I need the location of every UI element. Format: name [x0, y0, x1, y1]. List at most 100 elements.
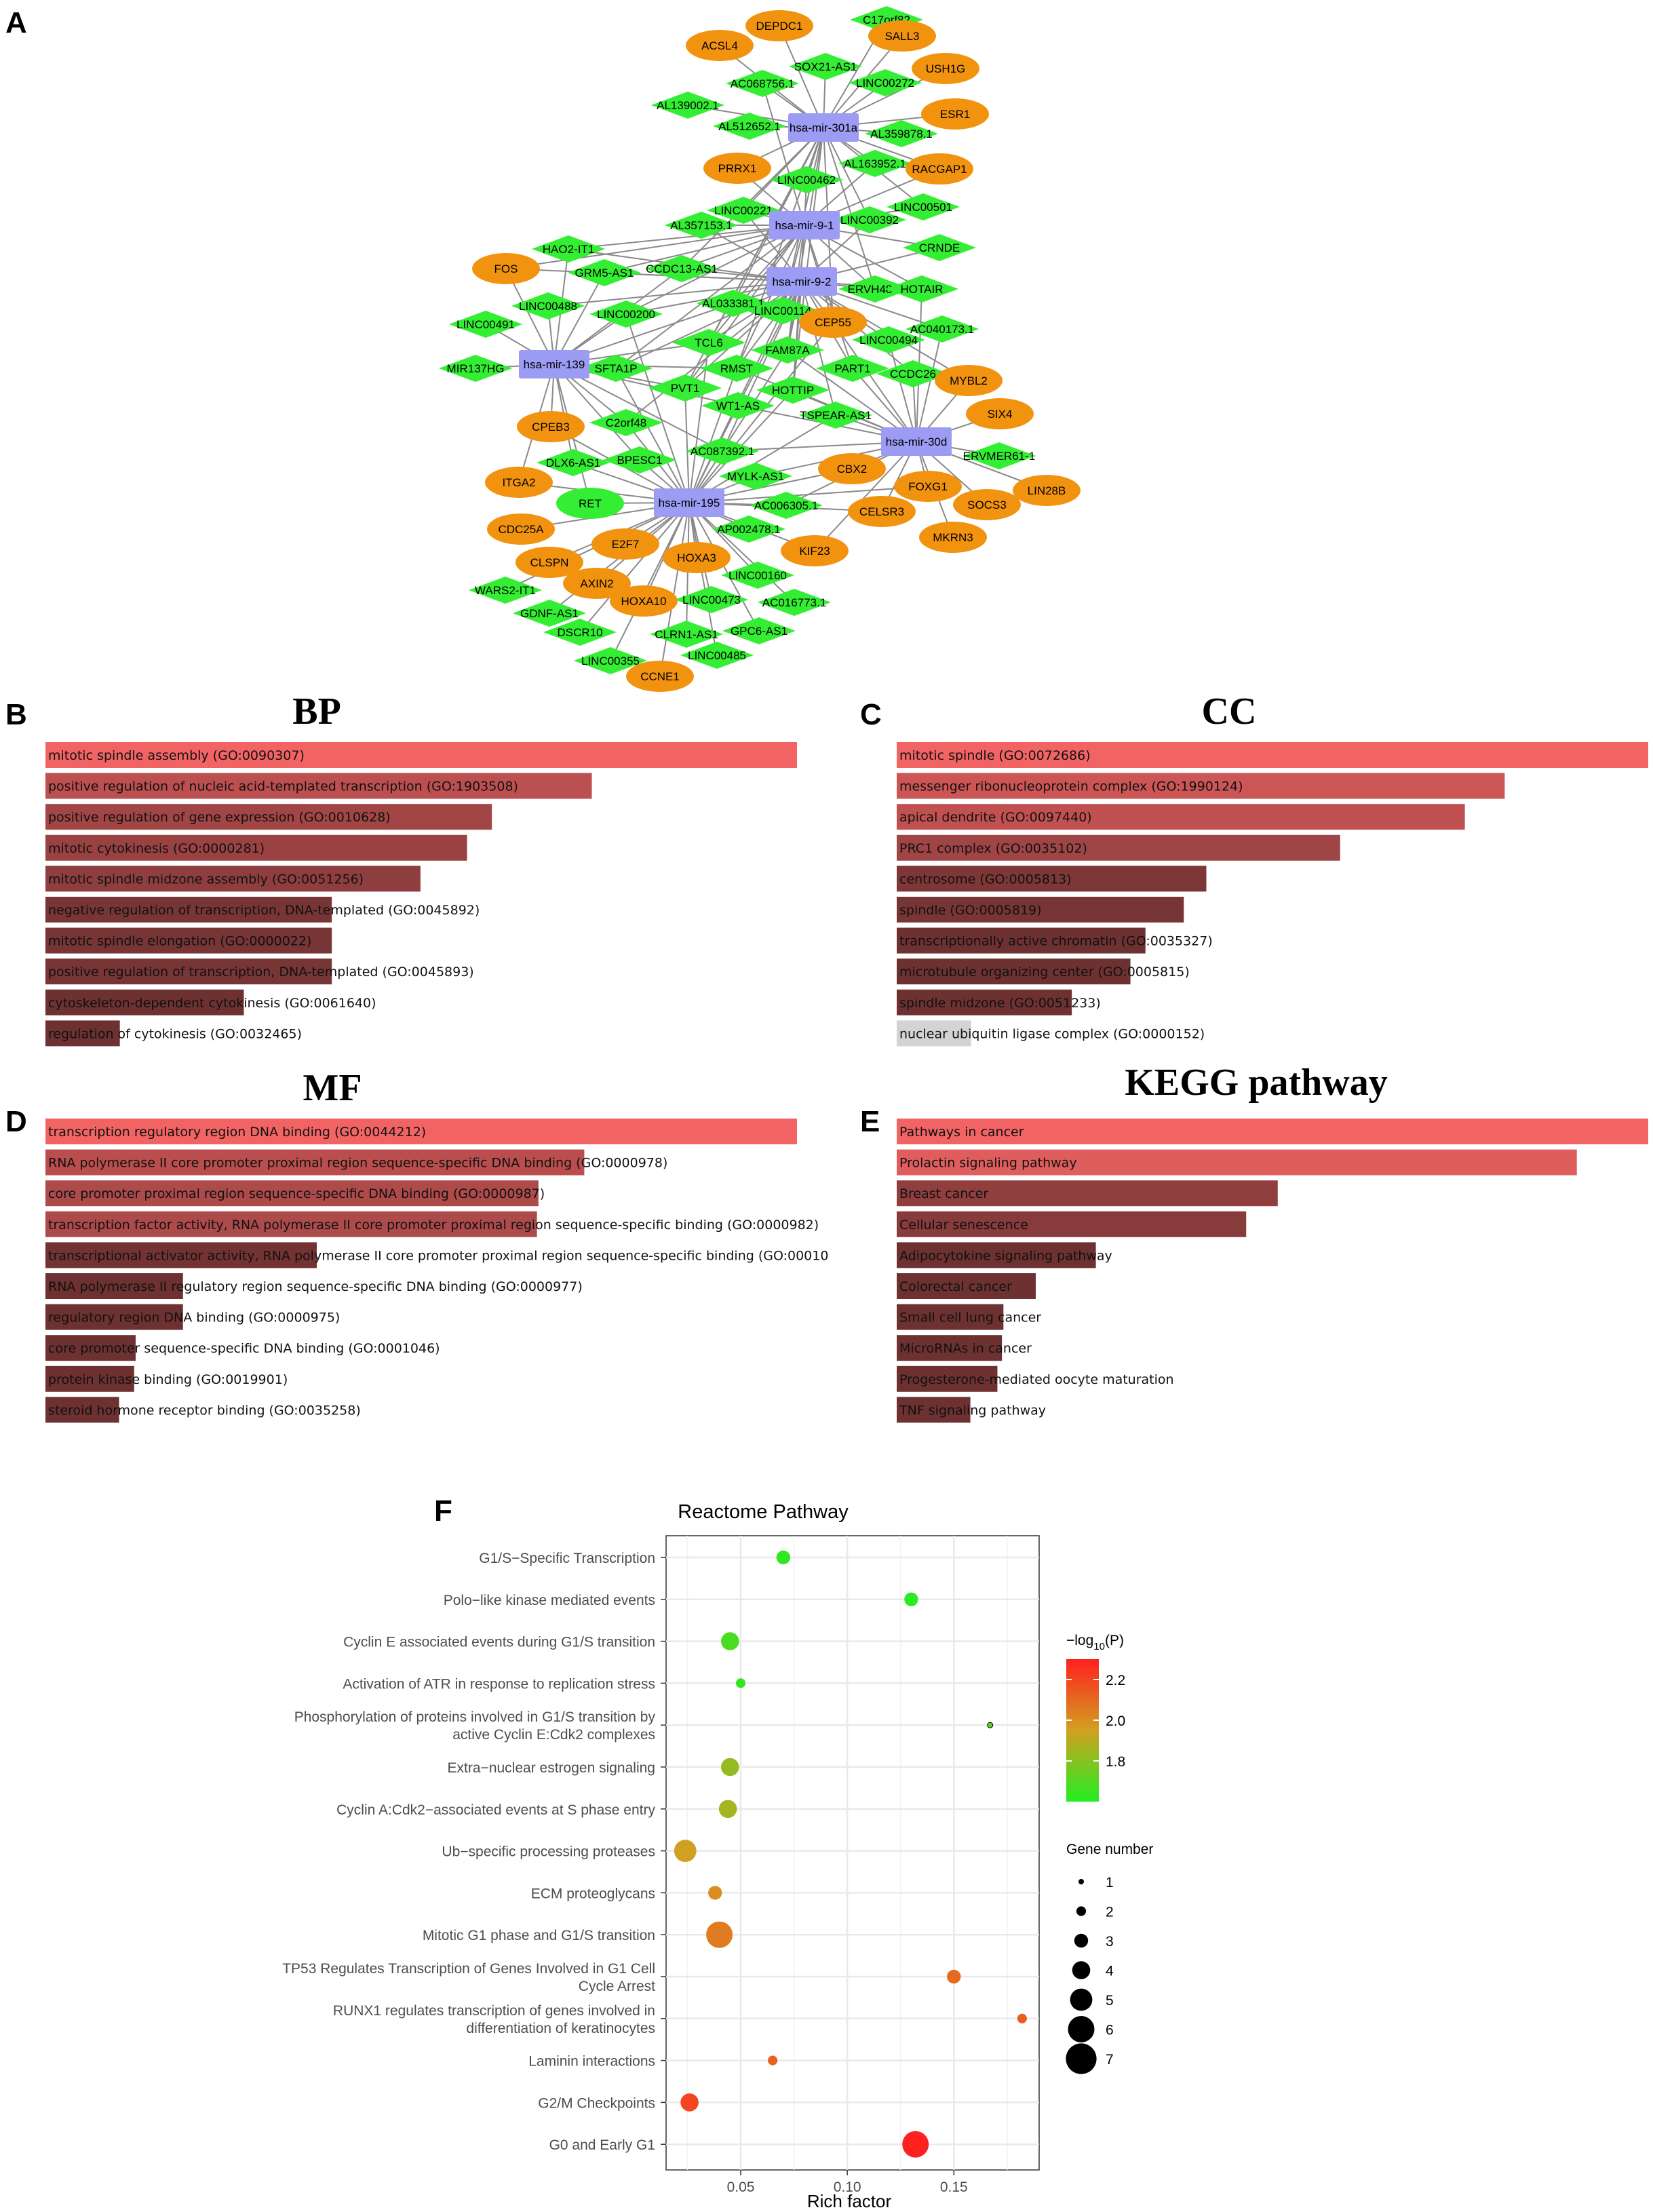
mrna-node-label: RACGAP1	[912, 163, 967, 176]
data-point	[720, 1758, 739, 1777]
network-edge	[688, 502, 795, 603]
lncrna-node	[962, 442, 1036, 469]
mf-bar	[45, 1242, 317, 1268]
mrna-node	[591, 528, 659, 560]
network-edge	[505, 268, 555, 365]
lncrna-node	[906, 315, 979, 343]
mrna-node	[563, 568, 631, 599]
mf-bar	[45, 1180, 539, 1207]
bp-bar	[45, 866, 421, 892]
mirna-node	[766, 267, 837, 296]
data-point	[674, 1840, 697, 1863]
mrna-node-label: E2F7	[612, 538, 640, 551]
lncrna-node	[701, 392, 775, 419]
bp-bar-label: regulation of cytokinesis (GO:0032465)	[48, 1026, 302, 1041]
lncrna-node	[833, 206, 906, 233]
mrna-node	[487, 513, 555, 545]
mrna-node	[556, 488, 624, 519]
network-edge	[547, 281, 802, 307]
lncrna-node-label: FAM87A	[765, 344, 810, 357]
lncrna-node-label: LINC00272	[856, 77, 914, 90]
reactome-title: Reactome Pathway	[678, 1501, 849, 1523]
mf-bar-label: protein kinase binding (GO:0019901)	[48, 1372, 288, 1387]
cc-title: CC	[1202, 691, 1257, 733]
network-edge	[579, 502, 690, 633]
mrna-node	[472, 253, 540, 284]
y-tick-label: G1/S−Specific Transcription	[479, 1551, 655, 1566]
network-edge	[736, 281, 802, 369]
lncrna-node-label: DLX6-AS1	[546, 457, 600, 469]
lncrna-node-label: AC068756.1	[731, 77, 795, 90]
lncrna-node-label: AL512652.1	[718, 120, 781, 133]
mf-bar-chart: transcription regulatory region DNA bind…	[45, 1119, 828, 1423]
data-point	[680, 2093, 699, 2112]
mrna-node	[818, 453, 886, 484]
lncrna-node-label: CCDC13-AS1	[646, 263, 718, 275]
kegg-title: KEGG pathway	[1125, 1062, 1387, 1104]
kegg-bar	[897, 1365, 998, 1392]
network-edge	[681, 127, 824, 269]
kegg-bar-chart: Pathways in cancer Prolactin signaling pa…	[897, 1119, 1648, 1423]
lncrna-node-label: AC040173.1	[910, 323, 975, 336]
mrna-node-label: RET	[579, 497, 602, 510]
lncrna-node	[726, 70, 799, 97]
kegg-bar	[897, 1180, 1278, 1207]
lncrna-node-label: AC006305.1	[754, 499, 819, 512]
lncrna-node	[751, 336, 824, 364]
mrna-node-label: SOCS3	[967, 499, 1007, 511]
mirna-node	[769, 211, 840, 239]
lncrna-node	[758, 589, 831, 616]
bp-title: BP	[292, 691, 341, 733]
lncrna-node	[700, 355, 773, 382]
network-edge	[823, 127, 870, 220]
lncrna-node-label: AC016773.1	[762, 596, 827, 609]
mrna-node	[894, 471, 962, 502]
y-tick-label: Ub−specific processing proteases	[442, 1844, 655, 1860]
mirna-node-label: hsa-mir-9-2	[773, 275, 832, 288]
lncrna-node	[816, 355, 889, 382]
mf-bar	[45, 1119, 797, 1144]
lncrna-node-label: SFTA1P	[595, 362, 638, 375]
lncrna-node	[849, 69, 922, 96]
kegg-bar	[897, 1211, 1247, 1237]
mrna-node	[686, 30, 754, 61]
data-point	[1017, 2013, 1027, 2023]
y-tick-label: RUNX1 regulates transcription of genes i…	[333, 2003, 655, 2019]
lncrna-node	[680, 642, 754, 669]
mrna-node	[799, 307, 867, 338]
mrna-node-label: CEP55	[815, 316, 851, 329]
mf-bar-label: regulatory region DNA binding (GO:000097…	[48, 1311, 340, 1325]
cc-bar	[897, 866, 1207, 892]
kegg-bar	[897, 1273, 1036, 1299]
lncrna-node	[721, 562, 794, 589]
lncrna-node	[770, 166, 843, 193]
network-edge	[688, 368, 737, 503]
lncrna-node-label: MYLK-AS1	[727, 470, 784, 483]
x-tick-label: 0.10	[834, 2179, 861, 2195]
lncrna-node-label: DSCR10	[557, 626, 602, 639]
lncrna-node	[719, 463, 792, 490]
kegg-bar-label: Adipocytokine signaling pathway	[899, 1248, 1112, 1263]
size-legend-label: 7	[1106, 2052, 1114, 2068]
mirna-node	[788, 113, 859, 142]
lncrna-node-label: WT1-AS	[716, 400, 760, 412]
mirna-node-label: hsa-mir-195	[659, 497, 720, 509]
lncrna-node	[887, 193, 960, 220]
lncrna-node	[722, 617, 796, 644]
cc-bar-label: microtubule organizing center (GO:000581…	[899, 965, 1190, 979]
size-legend-dot	[1076, 1906, 1087, 1916]
network-edge	[688, 502, 760, 632]
data-point	[735, 1678, 746, 1688]
mf-bar-label: transcription regulatory region DNA bind…	[48, 1125, 426, 1140]
lncrna-node-label: AL357153.1	[670, 219, 733, 232]
mrna-node-label: AXIN2	[580, 577, 613, 590]
mrna-node	[626, 661, 694, 692]
mrna-node-label: CCNE1	[640, 670, 680, 683]
lncrna-node-label: HAO2-IT1	[543, 243, 595, 256]
cc-bar-label: mitotic spindle (GO:0072686)	[899, 748, 1091, 763]
y-tick-label: Activation of ATR in response to replica…	[343, 1676, 655, 1692]
lncrna-node-label: C2orf48	[606, 416, 646, 429]
bp-bar	[45, 989, 244, 1015]
kegg-bar-label: Pathways in cancer	[899, 1125, 1024, 1140]
